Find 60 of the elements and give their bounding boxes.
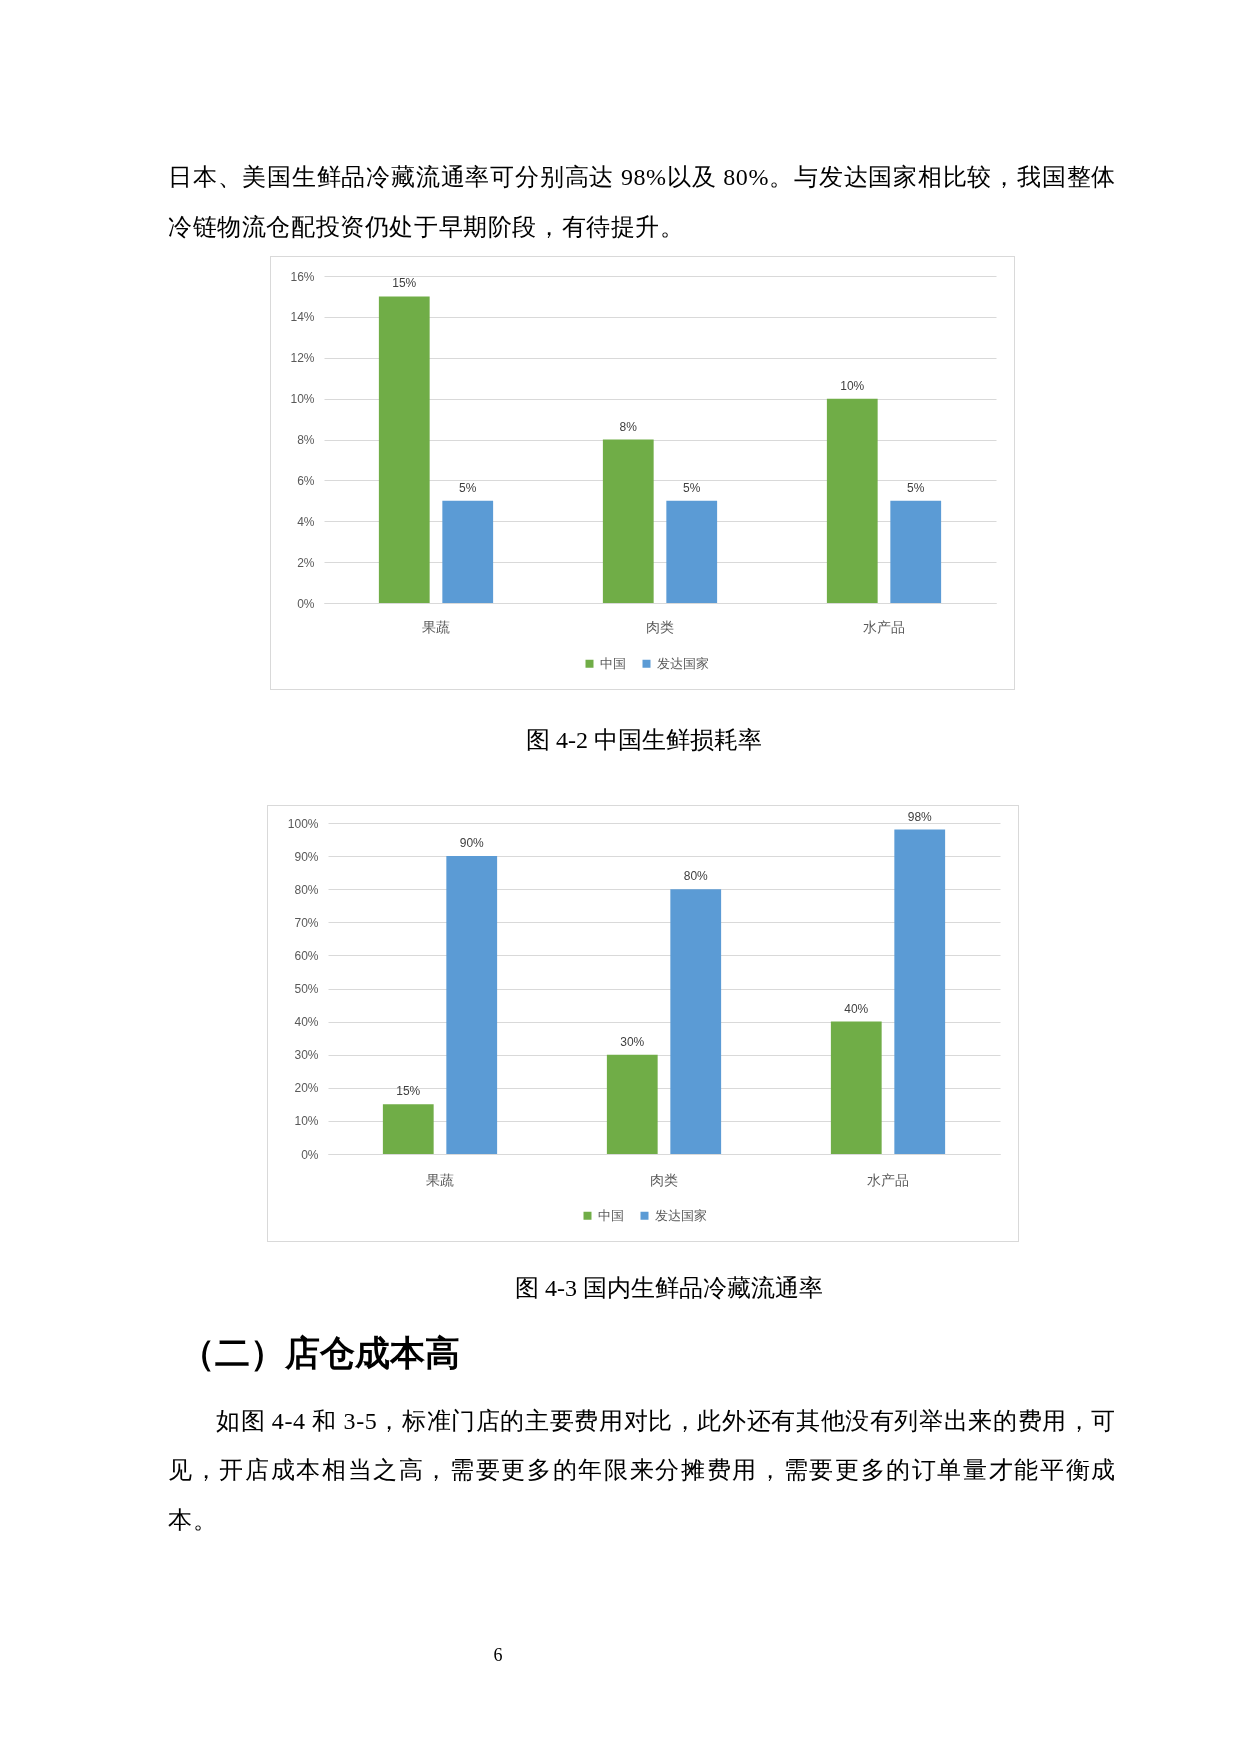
data-label: 5%: [683, 480, 701, 495]
y-tick-label: 16%: [290, 269, 315, 284]
bar: [894, 829, 946, 1154]
y-tick-label: 30%: [294, 1048, 319, 1063]
y-tick-label: 100%: [287, 816, 319, 831]
data-label: 15%: [392, 276, 417, 291]
y-tick-label: 80%: [294, 882, 319, 897]
y-tick-label: 0%: [301, 1147, 319, 1162]
y-tick-label: 0%: [297, 596, 315, 611]
y-tick-label: 50%: [294, 982, 319, 996]
data-label: 8%: [619, 419, 638, 434]
text: （二）店仓成本高: [180, 1333, 461, 1375]
x-tick-label: 果蔬: [422, 618, 450, 635]
data-label: 40%: [844, 1001, 869, 1016]
bar: [830, 1021, 882, 1154]
x-tick-label: 水产品: [867, 1171, 909, 1188]
legend-label: 发达国家: [655, 1207, 707, 1223]
y-tick-label: 20%: [294, 1081, 319, 1096]
y-tick-label: 90%: [294, 849, 319, 864]
bar: [382, 1104, 434, 1154]
y-tick-label: 10%: [290, 392, 315, 407]
text: 日本、美国生鲜品冷藏流通率可分别高达 98%以及 80%。与发达国家相比较，我国整体冷链物流仓配投资仍处于早期阶段，有待提升。: [168, 163, 1116, 242]
data-label: 5%: [459, 480, 477, 495]
text: 如图 4-4 和 3-5，标准门店的主要费用对比，此外还有其他没有列举出来的费用，可见，开店成本相当之高，需要更多的年限来分摊费用，需要更多的订单量才能平衡成本。: [168, 1407, 1116, 1535]
bar: [890, 500, 942, 603]
caption: 图 4-2 中国生鲜损耗率: [525, 726, 763, 755]
data-label: 10%: [840, 378, 865, 393]
y-tick-label: 60%: [294, 948, 319, 963]
data-label: 30%: [620, 1034, 645, 1049]
bar: [666, 500, 718, 603]
caption: 图 4-3 国内生鲜品冷藏流通率: [514, 1274, 824, 1303]
bar: [378, 296, 430, 603]
bar: [670, 889, 722, 1154]
data-label: 98%: [907, 809, 933, 824]
y-tick-label: 2%: [297, 555, 315, 570]
y-tick-label: 14%: [290, 310, 315, 325]
legend-label: 中国: [598, 1207, 624, 1223]
bar: [606, 1054, 658, 1154]
y-tick-label: 8%: [297, 433, 315, 447]
x-tick-label: 果蔬: [426, 1171, 454, 1188]
bar: [442, 500, 494, 603]
x-tick-label: 肉类: [646, 618, 674, 635]
y-tick-label: 70%: [294, 915, 319, 930]
legend-label: 发达国家: [657, 655, 709, 671]
data-label: 90%: [459, 836, 485, 851]
data-label: 5%: [907, 480, 925, 495]
y-tick-label: 6%: [297, 473, 315, 488]
bar: [446, 856, 498, 1154]
data-label: 15%: [396, 1084, 421, 1099]
legend-label: 中国: [600, 655, 626, 671]
y-tick-label: 10%: [294, 1114, 319, 1129]
bar: [602, 439, 654, 603]
y-tick-label: 12%: [290, 351, 315, 366]
data-label: 80%: [683, 869, 709, 884]
text: 6: [492, 1644, 504, 1667]
y-tick-label: 40%: [294, 1015, 319, 1030]
y-tick-label: 4%: [297, 514, 315, 529]
x-tick-label: 肉类: [650, 1171, 678, 1188]
bar: [826, 398, 878, 603]
x-tick-label: 水产品: [863, 618, 905, 635]
